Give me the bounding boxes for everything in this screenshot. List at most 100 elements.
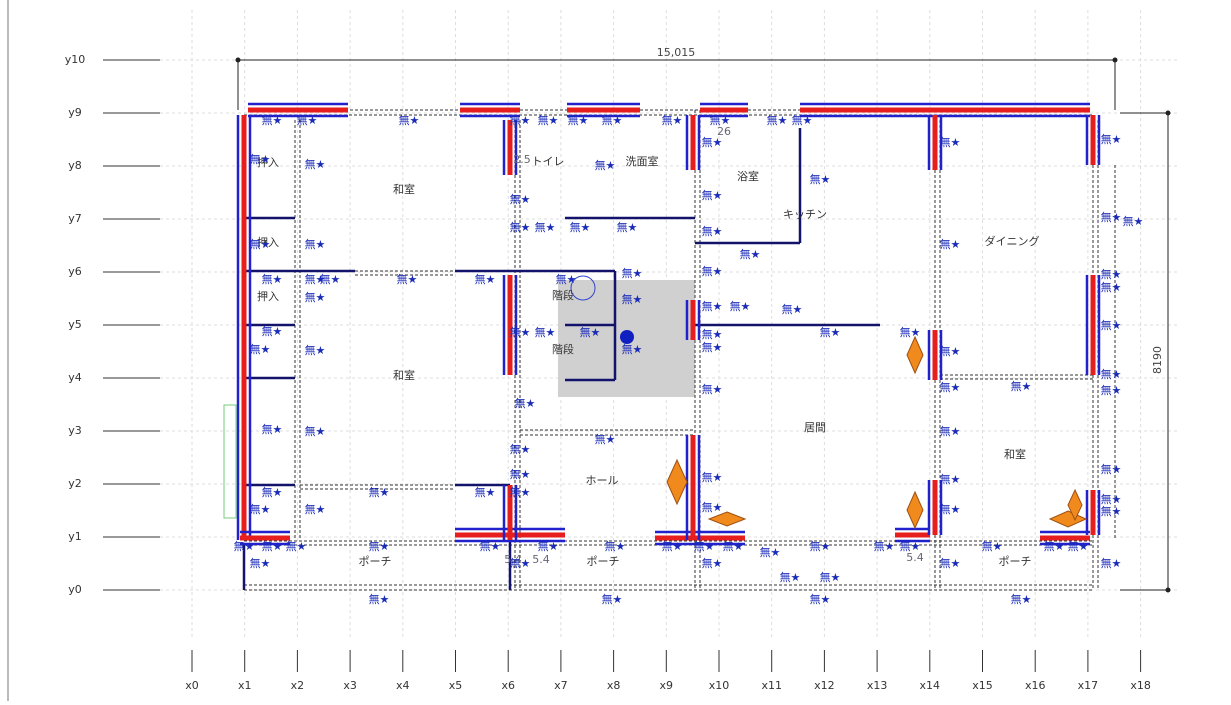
y-axis-label: y9 (68, 106, 82, 119)
room-label: ダイニング (985, 234, 1040, 248)
symbol-marker: 無★ (234, 539, 255, 553)
symbol-marker: 無★ (810, 539, 831, 553)
symbol-marker: 無★ (556, 272, 577, 286)
symbol-marker: 無★ (940, 424, 961, 438)
symbol-marker: 無★ (262, 539, 283, 553)
symbol-marker: 無★ (1101, 210, 1122, 224)
x-axis-label: x6 (501, 679, 515, 692)
x-axis-label: x18 (1130, 679, 1151, 692)
symbol-marker: 無★ (510, 467, 531, 481)
symbol-marker: 無★ (510, 442, 531, 456)
symbol-marker: 無★ (480, 539, 501, 553)
symbol-marker: 無★ (940, 380, 961, 394)
room-label: ホール (586, 474, 619, 487)
symbol-marker: 無★ (510, 556, 531, 570)
symbol-marker: 無★ (397, 272, 418, 286)
room-label: キッチン (783, 208, 827, 221)
symbol-marker: 無★ (305, 343, 326, 357)
x-axis-label: x5 (449, 679, 463, 692)
x-axis-label: x13 (867, 679, 888, 692)
symbol-marker: 無★ (694, 539, 715, 553)
symbol-marker: 無★ (595, 432, 616, 446)
symbol-marker: 無★ (702, 470, 723, 484)
symbol-marker: 無★ (810, 172, 831, 186)
room-label: トイレ (532, 155, 565, 168)
symbol-marker: 無★ (702, 224, 723, 238)
dim-note: 2.5 (513, 153, 531, 166)
symbol-marker: 無★ (622, 292, 643, 306)
symbol-marker: 無★ (662, 113, 683, 127)
symbol-marker: 無★ (262, 113, 283, 127)
symbol-marker: 無★ (662, 539, 683, 553)
symbol-marker: 無★ (515, 396, 536, 410)
symbol-marker: 無★ (940, 556, 961, 570)
symbol-marker: 無★ (1101, 280, 1122, 294)
symbol-marker: 無★ (782, 302, 803, 316)
x-axis-label: x3 (343, 679, 357, 692)
x-axis-label: x16 (1025, 679, 1046, 692)
symbol-marker: 無★ (820, 570, 841, 584)
dim-note: 5.4 (532, 553, 550, 566)
symbol-marker: 無★ (780, 570, 801, 584)
symbol-marker: 無★ (305, 290, 326, 304)
y-axis-label: y6 (68, 265, 82, 278)
symbol-marker: 無★ (710, 113, 731, 127)
symbol-marker: 無★ (767, 113, 788, 127)
room-label: ポーチ (359, 555, 392, 568)
symbol-marker: 無★ (810, 592, 831, 606)
symbol-marker: 無★ (305, 157, 326, 171)
x-axis-label: x8 (607, 679, 621, 692)
symbol-marker: 無★ (702, 299, 723, 313)
cad-canvas: x0x1x2x3x4x5x6x7x8x9x10x11x12x13x14x15x1… (0, 0, 1231, 701)
symbol-marker: 無★ (1101, 267, 1122, 281)
symbol-marker: 無★ (369, 539, 390, 553)
x-axis-label: x11 (761, 679, 782, 692)
symbol-marker: 無★ (940, 472, 961, 486)
symbol-marker: 無★ (702, 135, 723, 149)
symbol-marker: 無★ (535, 325, 556, 339)
symbol-marker: 無★ (399, 113, 420, 127)
y-axis-label: y5 (68, 318, 82, 331)
symbol-marker: 無★ (760, 545, 781, 559)
symbol-marker: 無★ (940, 237, 961, 251)
dim-label: 15,015 (657, 46, 696, 59)
symbol-marker: 無★ (702, 556, 723, 570)
symbol-marker: 無★ (900, 325, 921, 339)
symbol-marker: 無★ (702, 340, 723, 354)
symbol-marker: 無★ (580, 325, 601, 339)
room-label: 階段 (552, 342, 574, 356)
y-axis-label: y3 (68, 424, 82, 437)
symbol-marker: 無★ (602, 113, 623, 127)
symbol-marker: 無★ (702, 327, 723, 341)
symbol-marker: 無★ (510, 192, 531, 206)
symbol-marker: 無★ (510, 220, 531, 234)
room-label: 和室 (393, 182, 415, 196)
symbol-marker: 無★ (510, 485, 531, 499)
y-axis-label: y8 (68, 159, 82, 172)
symbol-marker: 無★ (740, 247, 761, 261)
symbol-marker: 無★ (262, 272, 283, 286)
symbol-marker: 無★ (320, 272, 341, 286)
x-axis-label: x17 (1078, 679, 1099, 692)
x-axis-label: x0 (185, 679, 199, 692)
symbol-marker: 無★ (702, 188, 723, 202)
symbol-marker: 無★ (305, 424, 326, 438)
symbol-marker: 無★ (305, 502, 326, 516)
symbol-marker: 無★ (286, 539, 307, 553)
x-axis-label: x2 (291, 679, 305, 692)
symbol-marker: 無★ (570, 220, 591, 234)
symbol-marker: 無★ (940, 502, 961, 516)
symbol-marker: 無★ (538, 113, 559, 127)
symbol-marker: 無★ (723, 539, 744, 553)
y-axis-label: y4 (68, 371, 82, 384)
x-axis-label: x12 (814, 679, 835, 692)
symbol-marker: 無★ (595, 158, 616, 172)
symbol-marker: 無★ (250, 502, 271, 516)
symbol-marker: 無★ (940, 344, 961, 358)
symbol-marker: 無★ (568, 113, 589, 127)
symbol-marker: 無★ (250, 556, 271, 570)
symbol-marker: 無★ (982, 539, 1003, 553)
x-axis-label: x9 (660, 679, 674, 692)
symbol-marker: 無★ (369, 592, 390, 606)
column-dot (620, 330, 634, 344)
